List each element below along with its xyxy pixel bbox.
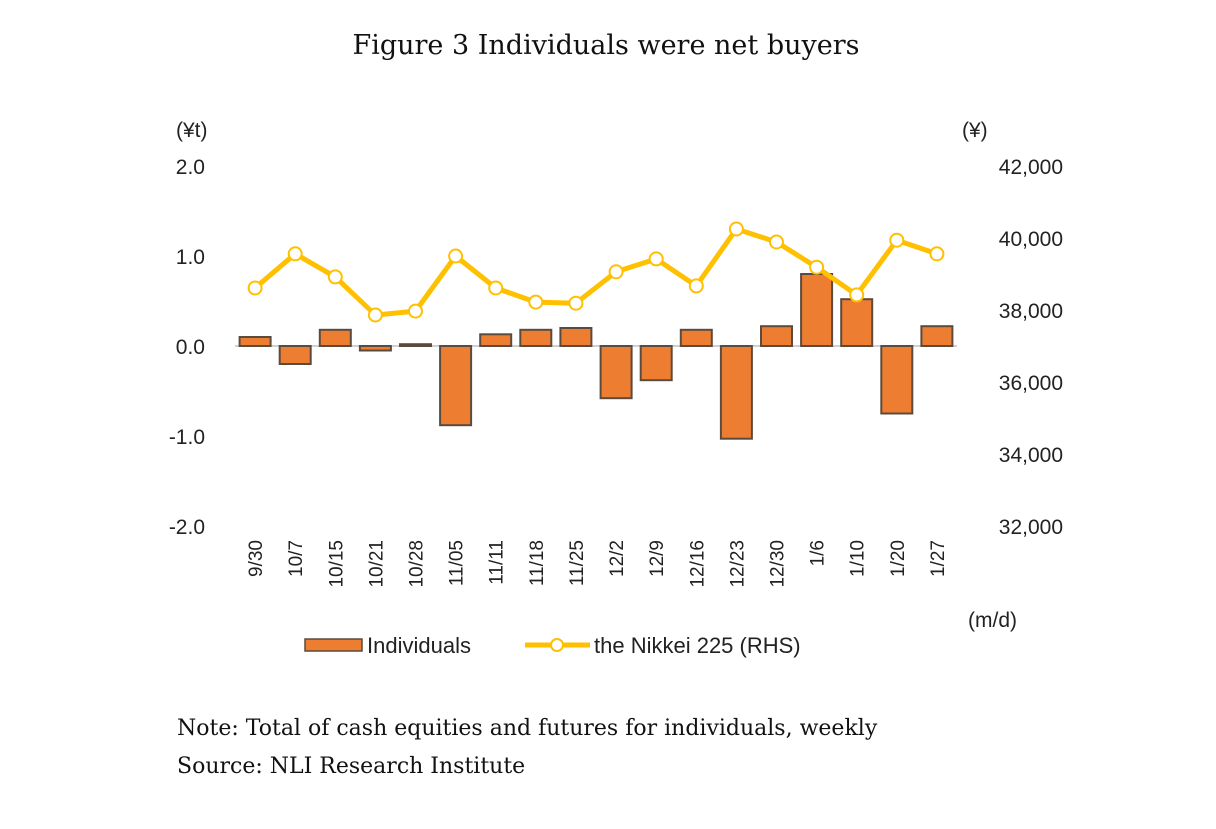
x-axis-ticks: 9/30 10/7 10/15 10/21 10/28 11/05 11/11 11/18 11…	[246, 540, 949, 588]
left-axis-unit: (¥t)	[176, 119, 208, 142]
left-axis-tick-label: 1.0	[176, 246, 205, 269]
nikkei-point-12-16	[688, 278, 704, 294]
x-tick-label: 10/15	[326, 540, 347, 588]
legend-label-individuals: Individuals	[367, 633, 471, 658]
bar-11-05	[439, 345, 473, 427]
nikkei-point-12-30	[769, 234, 784, 250]
x-tick-label: 12/9	[647, 540, 668, 577]
bar-1-20	[880, 345, 914, 415]
x-tick-label: 10/28	[407, 540, 428, 588]
bar-11-25	[559, 327, 593, 347]
nikkei-point-10-15	[327, 269, 343, 285]
right-axis-tick-label: 34,000	[999, 444, 1063, 467]
left-axis-tick-label: 2.0	[176, 156, 205, 179]
x-tick-label: 1/20	[888, 540, 909, 577]
nikkei-point-11-18	[528, 294, 544, 310]
bar-11-11	[479, 333, 513, 347]
x-tick-label: 12/2	[607, 540, 628, 577]
legend: Individuals the Nikkei 225 (RHS)	[304, 633, 801, 658]
x-tick-label: 11/18	[527, 540, 548, 586]
line-series-nikkei	[247, 221, 945, 323]
x-axis-unit: (m/d)	[968, 609, 1017, 632]
nikkei-point-12-23	[728, 221, 744, 237]
x-tick-label: 1/6	[808, 540, 829, 566]
nikkei-point-11-05	[448, 248, 464, 264]
right-axis-tick-label: 32,000	[999, 516, 1063, 539]
bar-10-28	[399, 343, 432, 348]
bar-12-30	[760, 325, 793, 348]
legend-label-nikkei: the Nikkei 225 (RHS)	[594, 633, 801, 658]
left-axis-tick-label: 0.0	[176, 336, 205, 359]
bar-10-21	[358, 345, 392, 352]
nikkei-point-10-7	[287, 246, 303, 262]
bar-11-18	[519, 328, 553, 347]
right-axis-tick-label: 40,000	[999, 228, 1063, 251]
x-tick-label: 11/05	[447, 540, 468, 586]
left-axis-tick-label: -2.0	[169, 516, 205, 539]
x-tick-label: 10/21	[366, 540, 387, 588]
x-tick-label: 12/23	[727, 540, 748, 588]
x-tick-label: 12/16	[687, 540, 708, 588]
nikkei-point-11-25	[568, 295, 584, 311]
bar-12-23	[719, 345, 753, 440]
bar-10-15	[318, 328, 352, 347]
x-tick-label: 11/25	[567, 540, 588, 586]
bar-1-6	[800, 273, 834, 347]
x-tick-label: 1/10	[848, 540, 869, 577]
x-tick-label: 10/7	[286, 540, 307, 577]
bar-9-30	[238, 336, 272, 347]
nikkei-point-1-27	[929, 246, 945, 262]
nikkei-point-1-10	[849, 287, 865, 303]
bar-12-16	[679, 328, 713, 347]
nikkei-point-1-6	[809, 259, 825, 275]
right-axis-tick-label: 36,000	[999, 372, 1063, 395]
right-y-axis: (¥) 42,000 40,000 38,000 36,000 34,000 32,000	[962, 119, 1063, 539]
nikkei-point-10-21	[367, 307, 383, 323]
right-axis-tick-label: 38,000	[999, 300, 1063, 323]
bar-1-27	[920, 325, 954, 348]
nikkei-point-12-9	[648, 251, 664, 267]
right-axis-tick-label: 42,000	[999, 156, 1063, 179]
x-tick-label: 9/30	[246, 540, 267, 577]
bar-12-9	[639, 345, 673, 382]
nikkei-point-9-30	[247, 280, 263, 296]
x-tick-label: 1/27	[928, 540, 949, 577]
bar-1-10	[840, 298, 874, 348]
legend-marker-nikkei	[550, 638, 564, 652]
bar-12-2	[599, 345, 633, 400]
left-y-axis: (¥t) 2.0 1.0 0.0 -1.0 -2.0	[169, 119, 208, 539]
x-tick-label: 11/11	[487, 540, 508, 585]
left-axis-tick-label: -1.0	[169, 426, 205, 449]
figure-source: Source: NLI Research Institute	[177, 754, 526, 779]
bar-series-individuals	[238, 273, 954, 440]
bar-10-7	[278, 345, 312, 365]
nikkei-point-1-20	[889, 232, 905, 248]
figure-title: Figure 3 Individuals were net buyers	[352, 30, 860, 61]
x-tick-label: 12/30	[768, 540, 789, 588]
legend-swatch-individuals	[304, 638, 363, 652]
nikkei-point-11-11	[488, 280, 504, 296]
right-axis-unit: (¥)	[962, 119, 988, 142]
nikkei-point-10-28	[408, 303, 423, 319]
figure-note: Note: Total of cash equities and futures…	[177, 716, 878, 741]
nikkei-point-12-2	[608, 264, 624, 280]
nikkei-line	[253, 226, 938, 318]
